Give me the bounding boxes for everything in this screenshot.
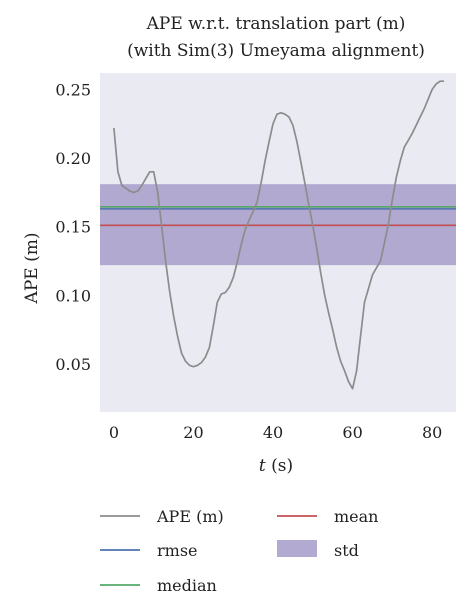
legend-label-ape-m: APE (m) (156, 507, 224, 526)
y-tick-label: 0.05 (55, 355, 91, 374)
x-tick-label: 0 (109, 423, 119, 442)
x-axis-label: t (s) (259, 456, 293, 476)
ape-line (113, 80, 445, 390)
x-axis-ticks: 0 20 40 60 80 (109, 423, 442, 442)
legend-label-median: median (157, 576, 217, 595)
y-axis-ticks: 0.05 0.10 0.15 0.20 0.25 (55, 80, 91, 373)
legend-swatch-std (277, 540, 317, 557)
legend-label-rmse: rmse (157, 541, 198, 560)
chart-title: APE w.r.t. translation part (m) (146, 14, 406, 34)
x-tick-label: 20 (183, 423, 203, 442)
y-tick-label: 0.25 (55, 80, 91, 99)
y-tick-label: 0.20 (55, 149, 91, 168)
ape-series-layer (113, 80, 445, 390)
chart-subtitle: (with Sim(3) Umeyama alignment) (127, 41, 425, 61)
x-tick-label: 60 (342, 423, 362, 442)
legend-label-mean: mean (334, 507, 378, 526)
y-tick-label: 0.10 (55, 286, 91, 305)
x-axis-label-unit: (s) (266, 456, 293, 476)
legend-label-std: std (334, 541, 359, 560)
x-tick-label: 40 (263, 423, 283, 442)
x-axis-label-variable: t (259, 456, 266, 476)
legend: APE (m) mean rmse std median (100, 507, 378, 595)
y-tick-label: 0.15 (55, 218, 91, 237)
y-axis-label: APE (m) (22, 233, 42, 305)
x-tick-label: 80 (422, 423, 442, 442)
